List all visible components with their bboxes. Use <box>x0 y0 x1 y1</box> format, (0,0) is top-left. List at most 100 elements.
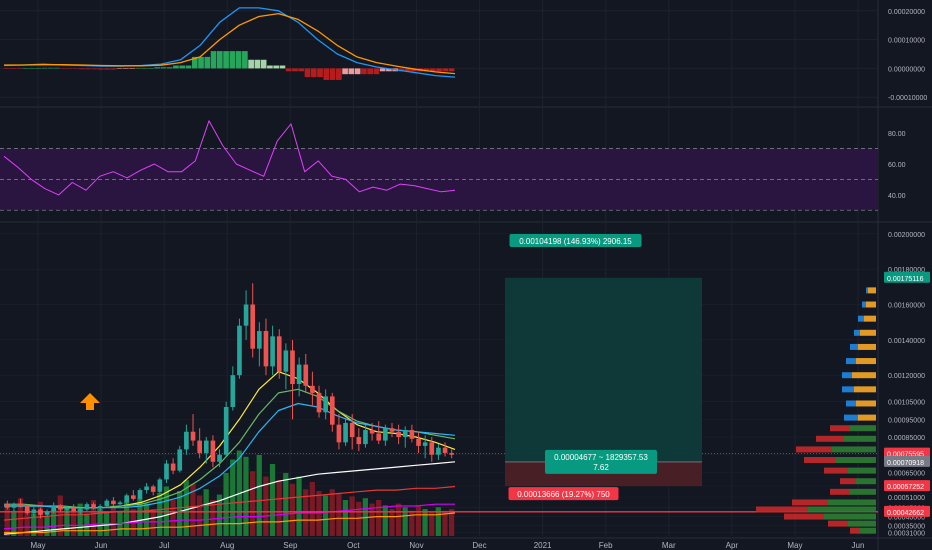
macd-tick-label: -0.00010000 <box>888 95 927 102</box>
macd-histogram-bar <box>442 68 449 72</box>
macd-histogram-bar <box>223 51 229 69</box>
volume-bar <box>415 505 422 536</box>
volume-profile-bar <box>808 506 876 513</box>
time-tick-label: Mar <box>662 541 676 550</box>
price-tick-label: 0.00200000 <box>888 232 925 239</box>
volume-profile-bar <box>832 446 876 453</box>
volume-profile-bar <box>860 527 876 534</box>
candle-body <box>31 509 37 514</box>
time-axis[interactable]: May Jun Jul Aug Sep Oct Nov Dec 2021 Feb Mar Apr May… <box>30 541 864 550</box>
volume-bar <box>104 512 110 536</box>
volume-bar <box>329 489 335 536</box>
candle-body <box>270 336 275 367</box>
macd-histogram-bar <box>54 67 60 69</box>
volume-profile-bar <box>854 386 876 393</box>
macd-histogram-bar <box>379 68 386 72</box>
price-tick-label: 0.00035000 <box>888 523 925 530</box>
rsi-tick-label: 40.00 <box>888 193 906 200</box>
candle-body <box>329 396 335 425</box>
macd-histogram-bar <box>235 51 242 69</box>
price-tag: 0.00175116 <box>887 276 924 283</box>
volume-bar <box>137 498 143 536</box>
time-tick-label: Nov <box>409 541 423 550</box>
candle-body <box>71 507 76 512</box>
candle-body <box>323 396 328 413</box>
volume-bar <box>376 500 382 536</box>
candle-body <box>310 385 315 393</box>
volume-bar <box>283 473 289 536</box>
macd-histogram-bar <box>348 68 355 75</box>
volume-bar <box>157 492 163 536</box>
rsi-band <box>0 148 878 211</box>
volume-profile-bar <box>850 527 860 534</box>
macd-histogram-bar <box>404 68 411 72</box>
price-tag: 0.00070918 <box>887 460 924 467</box>
macd-histogram-bar <box>229 51 236 69</box>
time-tick-label: Oct <box>347 541 360 550</box>
volume-bar <box>11 510 17 536</box>
candle-body <box>336 424 342 443</box>
volume-profile-bar <box>816 435 844 442</box>
candle-body <box>402 429 408 438</box>
candle-body <box>217 454 222 462</box>
volume-profile-bar <box>856 358 876 365</box>
price-tag-bg <box>884 505 930 517</box>
volume-bar <box>422 509 428 536</box>
macd-histogram-bar <box>361 68 367 75</box>
volume-profile-bar <box>846 358 856 365</box>
volume-bar <box>448 509 455 536</box>
volume-bar <box>143 503 150 536</box>
price-pane[interactable] <box>0 283 878 536</box>
macd-histogram-bar <box>141 68 148 69</box>
rsi-tick-label: 80.00 <box>888 131 906 138</box>
candle-body <box>38 509 43 515</box>
macd-histogram-bar <box>423 68 430 72</box>
volume-profile-bar <box>844 435 876 442</box>
volume-profile-bar <box>804 457 836 464</box>
volume-profile-bar <box>792 499 828 506</box>
macd-histogram-bar <box>123 68 129 69</box>
candle-body <box>356 437 362 445</box>
macd-histogram-bar <box>97 68 104 70</box>
volume-bar <box>70 510 77 536</box>
volume-profile-bar <box>862 301 866 308</box>
volume-profile-bar <box>836 457 876 464</box>
macd-histogram-bar <box>436 68 442 72</box>
moving-average-blue <box>4 402 456 509</box>
candle-body <box>416 438 421 446</box>
candle-body <box>422 442 428 446</box>
volume-profile-bar <box>858 343 876 350</box>
macd-histogram-bar <box>285 68 292 72</box>
macd-histogram-bar <box>16 68 23 69</box>
volume-profile-bar <box>756 506 808 513</box>
macd-histogram-bar <box>85 68 92 70</box>
volume-bar <box>395 503 402 536</box>
price-axis[interactable]: 0.00020000 0.00010000 0.00000000 -0.0001000… <box>884 9 930 538</box>
rsi-pane[interactable] <box>0 120 878 211</box>
volume-bar <box>263 476 269 536</box>
price-tag-bg <box>884 447 930 459</box>
candle-body <box>164 463 169 480</box>
candle-body <box>369 429 375 434</box>
candle-body <box>343 422 348 443</box>
target-label-bg <box>509 234 642 247</box>
macd-histogram-bar <box>10 68 16 69</box>
macd-histogram-bar <box>148 68 154 69</box>
candle-body <box>257 331 262 349</box>
macd-pane[interactable] <box>3 7 456 80</box>
stop-label: 0.00013666 (19.27%) 750 <box>517 490 610 499</box>
moving-average-red <box>3 485 456 521</box>
macd-histogram-bar <box>242 51 248 69</box>
entry-label-bg <box>545 449 657 474</box>
candle-body <box>363 429 368 445</box>
volume-profile-bar <box>858 414 876 421</box>
macd-histogram-bar <box>248 59 254 69</box>
macd-histogram-bar <box>279 65 286 69</box>
price-tag-bg <box>884 480 930 492</box>
volume-bar <box>389 509 395 536</box>
price-tick-label: 0.00051000 <box>888 495 925 502</box>
rsi-tick-label: 60.00 <box>888 162 906 169</box>
macd-histogram-bar <box>191 56 198 69</box>
macd-histogram-bar <box>335 68 342 80</box>
